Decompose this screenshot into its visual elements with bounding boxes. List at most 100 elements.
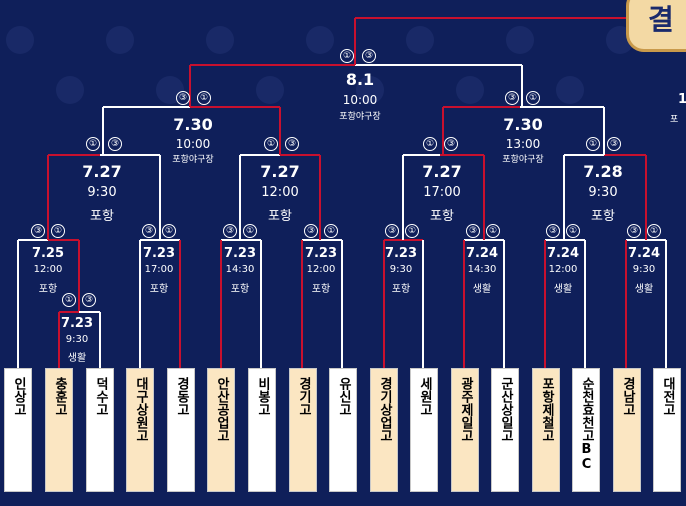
qf2-score-right: ③ [285, 137, 299, 151]
sf2-venue: 포항야구장 [502, 155, 544, 165]
team-box: 포항제철고 [532, 368, 560, 492]
qf1-time: 9:30 [87, 185, 117, 200]
team-box: 유신고 [329, 368, 357, 492]
sf2-score-left: ③ [505, 91, 519, 105]
prelim-score-right: ③ [82, 293, 96, 307]
r16-7-score-left: ③ [546, 224, 560, 238]
final-time: 10:00 [342, 93, 378, 107]
sf1-score-left: ③ [176, 91, 190, 105]
team-box: 인상고 [4, 368, 32, 492]
final-score-right: ③ [362, 49, 376, 63]
background-pattern [6, 26, 634, 104]
r16-5-time: 9:30 [389, 264, 413, 275]
team-name: 순천효천고BC [579, 377, 594, 472]
qf2-venue: 포항 [268, 209, 292, 224]
r16-3-score-right: ① [243, 224, 257, 238]
r16-5-date: 7.23 [384, 246, 418, 261]
sf1-time: 10:00 [175, 137, 211, 151]
r16-6-venue: 생활 [472, 284, 492, 295]
r16-1-venue: 포항 [38, 284, 58, 295]
prelim-score-left: ① [62, 293, 76, 307]
r16-6-score-left: ③ [466, 224, 480, 238]
team-box: 비봉고 [248, 368, 276, 492]
qf4-date: 7.28 [583, 162, 623, 181]
r16-1-score-left: ③ [31, 224, 45, 238]
qf3-date: 7.27 [422, 162, 462, 181]
team-name: 포항제철고 [539, 377, 554, 442]
team-name: 군산상일고 [498, 377, 513, 442]
team-name: 세원고 [417, 377, 432, 416]
team-name: 경기고 [296, 377, 311, 416]
r16-8-score-left: ③ [627, 224, 641, 238]
prelim-venue: 생활 [67, 353, 87, 364]
team-name: 대전고 [660, 377, 675, 416]
r16-4-score-right: ① [324, 224, 338, 238]
r16-3-venue: 포항 [230, 284, 250, 295]
r16-7-time: 12:00 [548, 264, 578, 275]
r16-2-score-left: ③ [142, 224, 156, 238]
r16-7-venue: 생활 [553, 284, 573, 295]
r16-1-score-right: ① [51, 224, 65, 238]
qf1-score-left: ① [86, 137, 100, 151]
team-name: 덕수고 [93, 377, 108, 416]
r16-3-date: 7.23 [223, 246, 257, 261]
r16-5-score-right: ① [405, 224, 419, 238]
sf2-score-right: ① [526, 91, 540, 105]
team-box: 세원고 [410, 368, 438, 492]
title-badge-text: 결 [648, 3, 674, 36]
r16-1-date: 7.25 [31, 246, 65, 261]
r16-2-time: 17:00 [144, 264, 174, 275]
qf1-date: 7.27 [82, 162, 122, 181]
qf4-time: 9:30 [588, 185, 618, 200]
team-box: 경동고 [167, 368, 195, 492]
r16-6-date: 7.24 [465, 246, 499, 261]
team-box: 경기상업고 [370, 368, 398, 492]
qf4-venue: 포항 [591, 209, 615, 224]
qf4-score-right: ③ [607, 137, 621, 151]
r16-5-score-left: ③ [385, 224, 399, 238]
qf4-score-left: ① [586, 137, 600, 151]
r16-3-score-left: ③ [223, 224, 237, 238]
qf3-score-right: ③ [444, 137, 458, 151]
r16-4-venue: 포항 [311, 284, 331, 295]
r16-4-date: 7.23 [304, 246, 338, 261]
r16-6-time: 14:30 [467, 264, 497, 275]
team-name: 대구상원고 [133, 377, 148, 442]
qf1-score-right: ③ [108, 137, 122, 151]
sf1-venue: 포항야구장 [172, 155, 214, 165]
team-name: 경기상업고 [377, 377, 392, 442]
sf1-score-right: ① [197, 91, 211, 105]
r16-8-date: 7.24 [627, 246, 661, 261]
r16-7-date: 7.24 [546, 246, 580, 261]
r16-2-date: 7.23 [142, 246, 176, 261]
qf3-venue: 포항 [430, 209, 454, 224]
final-venue: 포항야구장 [339, 112, 381, 122]
qf2-date: 7.27 [260, 162, 300, 181]
final-score-left: ① [340, 49, 354, 63]
r16-8-time: 9:30 [632, 264, 656, 275]
sf2-date: 7.30 [503, 115, 543, 134]
qf3-time: 17:00 [423, 185, 461, 200]
team-box: 광주제일고 [451, 368, 479, 492]
r16-4-time: 12:00 [306, 264, 336, 275]
team-box: 안산공업고 [207, 368, 235, 492]
team-name: 경남고 [620, 377, 635, 416]
team-box: 순천효천고BC [572, 368, 600, 492]
final-date: 8.1 [345, 70, 375, 89]
qf2-time: 12:00 [261, 185, 299, 200]
team-name: 비봉고 [255, 377, 270, 416]
r16-8-venue: 생활 [634, 284, 654, 295]
r16-1-time: 12:00 [33, 264, 63, 275]
sf1-date: 7.30 [173, 115, 213, 134]
prelim-time: 9:30 [65, 334, 89, 345]
team-name: 안산공업고 [214, 377, 229, 442]
team-box: 대전고 [653, 368, 681, 492]
team-box: 대구상원고 [126, 368, 154, 492]
r16-7-score-right: ① [566, 224, 580, 238]
qf3-score-left: ① [423, 137, 437, 151]
r16-5-venue: 포항 [391, 284, 411, 295]
r16-6-score-right: ① [486, 224, 500, 238]
r16-2-venue: 포항 [149, 284, 169, 295]
